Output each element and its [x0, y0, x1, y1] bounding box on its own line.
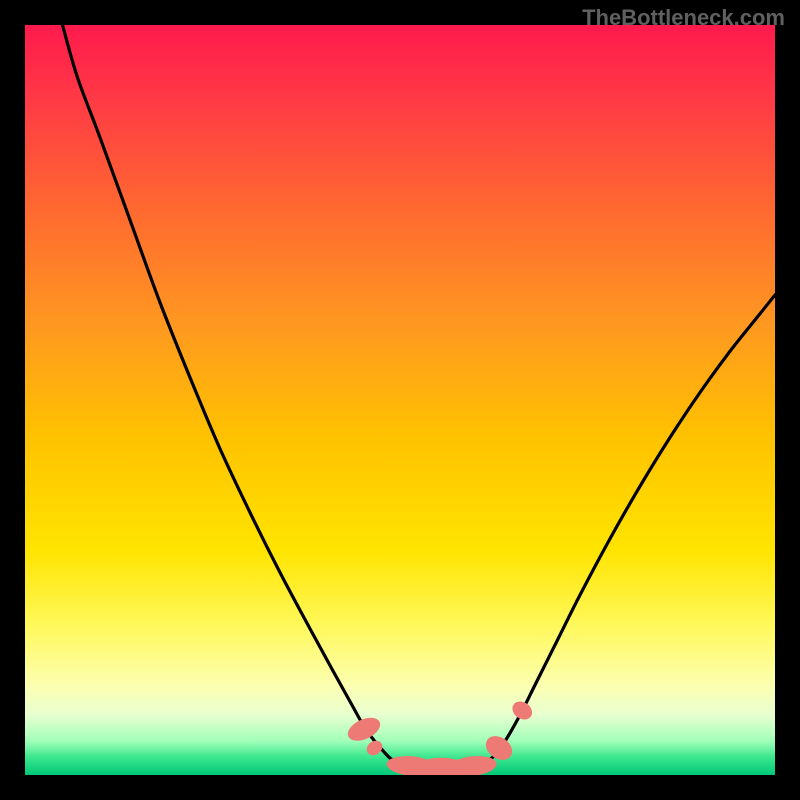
watermark-text: TheBottleneck.com	[582, 5, 785, 31]
chart-background	[25, 25, 775, 775]
bottleneck-chart	[25, 25, 775, 775]
chart-stage: TheBottleneck.com	[0, 0, 800, 800]
